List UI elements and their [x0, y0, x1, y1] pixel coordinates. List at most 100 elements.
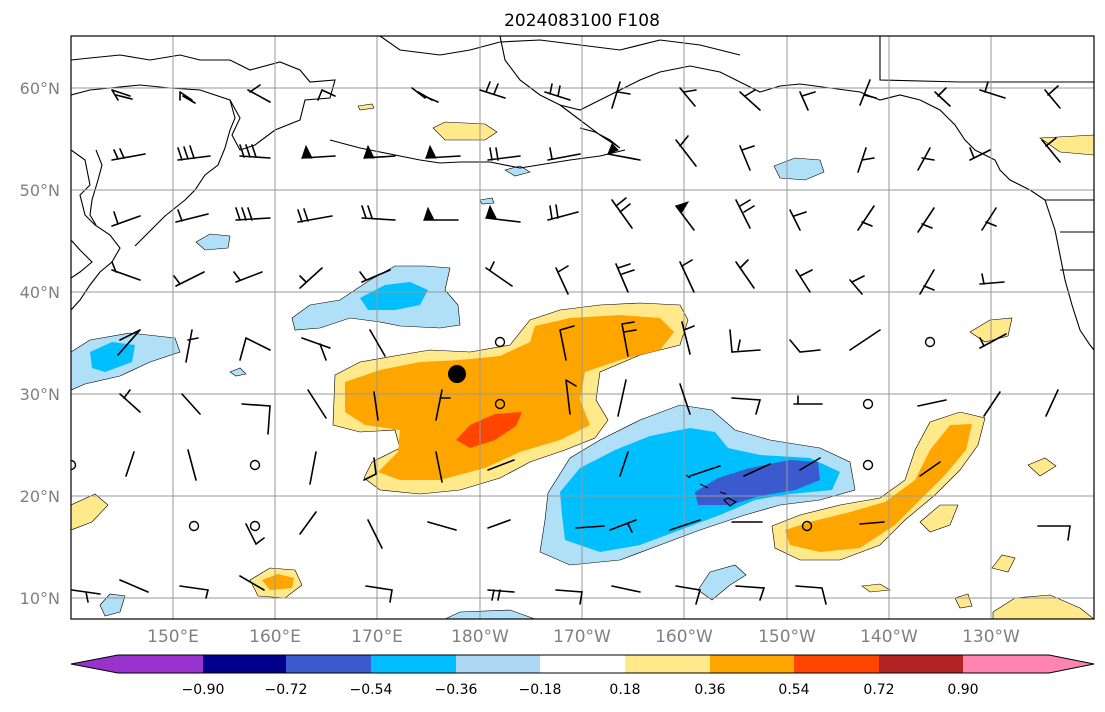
wind-barb [547, 147, 581, 161]
positive-anomaly-patch [919, 504, 959, 533]
wind-barb [301, 155, 336, 159]
wind-barb [795, 585, 827, 605]
positive-anomaly-patch [861, 583, 891, 593]
state-border [1060, 231, 1094, 271]
wind-barb [793, 395, 823, 405]
wind-barb [857, 205, 875, 231]
wind-barb [619, 451, 629, 477]
lat-label: 30°N [20, 385, 60, 404]
wind-barb [233, 271, 263, 283]
wind-barb [735, 199, 755, 229]
wind-barb [919, 269, 935, 295]
wind-barb [675, 135, 697, 167]
wind-barb [859, 79, 877, 106]
wind-barb [859, 521, 885, 525]
negative-anomaly-light [229, 367, 247, 377]
wind-barb [241, 403, 271, 435]
wind-barb [487, 589, 515, 601]
colorbar-segment [371, 655, 456, 673]
wind-barb [317, 89, 336, 101]
map-area [71, 36, 1094, 619]
positive-anomaly-strong [456, 412, 522, 448]
wind-barb [789, 339, 821, 353]
wind-barb [299, 511, 317, 535]
wind-barb [117, 329, 141, 356]
negative-anomaly-light [444, 609, 536, 619]
wind-barb [679, 383, 691, 415]
wind-barb [849, 275, 865, 295]
wind-barb [301, 337, 331, 361]
colorbar-tick: 0.54 [778, 682, 809, 698]
wind-barb [485, 217, 521, 223]
aleutian-islands [329, 139, 626, 169]
wind-barb [1041, 137, 1061, 163]
lat-label: 60°N [20, 79, 60, 98]
lon-label: 150°E [147, 627, 199, 647]
wind-barb [299, 267, 323, 289]
colorbar-tick: −0.90 [182, 682, 225, 698]
wind-barb [679, 87, 697, 107]
wind-barb [435, 451, 443, 483]
wind-barb [934, 87, 951, 107]
wind-barb [179, 585, 209, 599]
wind-barb [367, 519, 383, 549]
wind-barb [609, 519, 637, 533]
wind-barb [245, 523, 265, 546]
negative-anomaly-strong [695, 460, 820, 505]
wind-barb [239, 337, 271, 361]
wind-barb [735, 585, 766, 601]
wind-barb [361, 205, 396, 221]
positive-anomaly-patch [991, 554, 1016, 573]
wind-barb [917, 399, 947, 407]
wind-barb [309, 451, 317, 485]
pennant-barb [607, 143, 619, 155]
colorbar-segment [963, 655, 1094, 673]
wind-barb [119, 389, 141, 413]
wind-barb [363, 155, 396, 159]
wind-barb [373, 391, 379, 421]
wind-barb [789, 209, 807, 231]
positive-anomaly-band-mid [785, 424, 972, 552]
lat-label: 40°N [20, 283, 60, 302]
colorbar-segment [794, 655, 879, 673]
wind-barb [173, 271, 205, 287]
calm-circle [249, 459, 261, 471]
wind-barb [187, 449, 197, 481]
wind-barb [239, 144, 271, 159]
wind-barb [487, 519, 511, 529]
colorbar-segment [203, 655, 286, 673]
lon-label: 180°W [451, 627, 509, 647]
wind-barb [611, 197, 633, 229]
colorbar-segment [456, 655, 540, 673]
negative-anomaly-light [697, 564, 747, 601]
negative-anomaly-light [479, 197, 495, 205]
wind-barb [981, 207, 997, 231]
wind-barb [297, 208, 333, 223]
wind-barb [617, 379, 627, 417]
positive-anomaly-mid [345, 315, 674, 480]
colorbar-tick: 0.36 [694, 682, 725, 698]
wind-barb [181, 393, 201, 415]
lon-label: 160°E [249, 627, 301, 647]
coastlines [71, 36, 1094, 507]
lon-axis: 150°E 160°E 170°E 180°W 170°W 160°W 150°… [147, 627, 1020, 647]
wind-barb [487, 147, 521, 161]
wind-barb [979, 273, 1005, 285]
wind-barb [235, 207, 271, 221]
positive-anomaly-patch [357, 103, 375, 111]
wind-barb [849, 329, 881, 351]
wind-barb [565, 379, 577, 415]
wind-barb [729, 329, 761, 353]
wind-barb [669, 519, 701, 531]
colorbar-tick: −0.72 [265, 682, 308, 698]
wind-barb [575, 525, 605, 529]
colorbar-tick: −0.18 [519, 682, 562, 698]
map-frame [70, 35, 1095, 620]
colorbar-tick: −0.54 [350, 682, 393, 698]
colorbar: −0.90 −0.72 −0.54 −0.36 −0.18 0.18 0.36 … [70, 654, 1095, 698]
positive-anomaly-patch [432, 121, 498, 141]
colorbar-segment [879, 655, 963, 673]
wind-barb [125, 451, 135, 477]
wind-barb [435, 389, 451, 421]
wind-barb [735, 259, 755, 289]
